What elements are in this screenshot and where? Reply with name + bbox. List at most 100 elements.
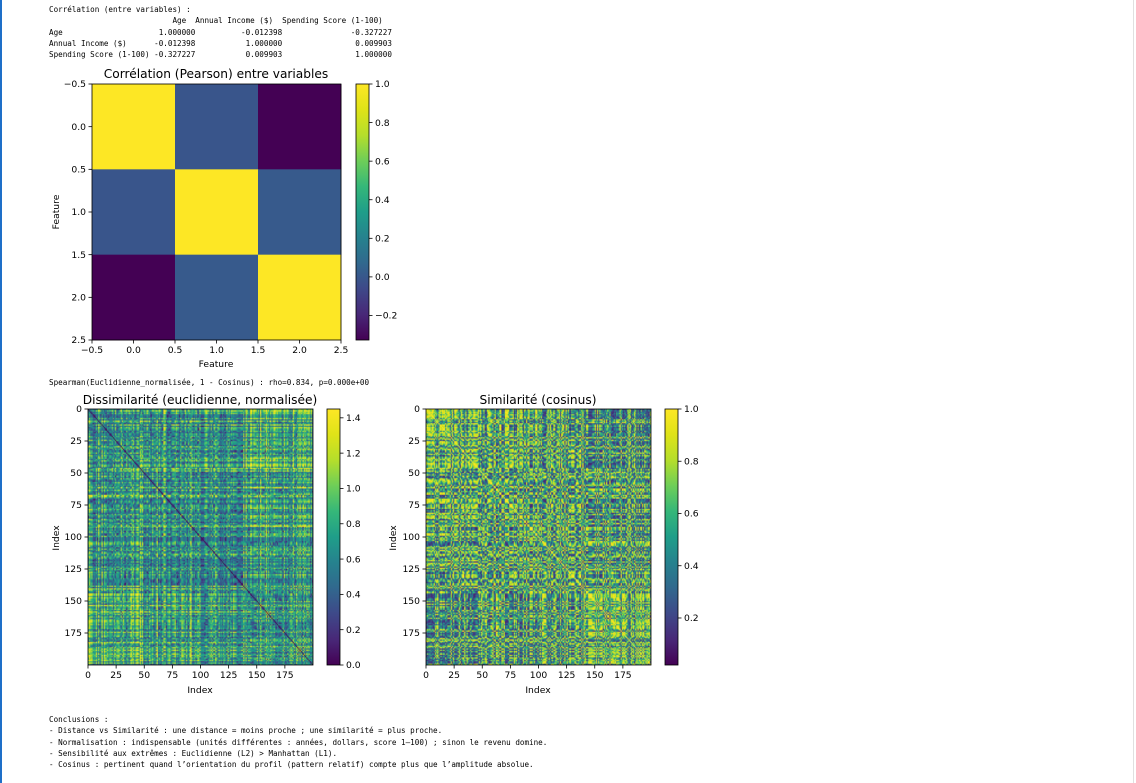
cell-focus-bar [0,0,2,783]
heatmap-cell [258,254,342,341]
x-tick-label: −0.5 [81,345,103,356]
heatmap-cell [92,84,176,170]
conclusions-output: Conclusions : - Distance vs Similarité :… [49,714,547,770]
y-tick-label: 0.5 [71,165,86,176]
y-tick-label: 150 [64,596,82,607]
x-tick-label: 125 [558,670,576,681]
conclusion-line: - Sensibilité aux extrêmes : Euclidienne… [49,748,338,758]
x-axis: 0 25 50 75 100 125 150 175 [85,665,294,681]
x-tick-label: 50 [138,670,150,681]
heatmap-cell [258,84,342,170]
colorbar-tick-label: −0.2 [375,311,397,322]
y-tick-label: 1.0 [71,207,86,218]
colorbar-tick-label: 0.4 [375,195,390,206]
y-tick-label: 100 [402,532,420,543]
y-axis-label: Index [388,525,399,551]
heatmap-cell [92,254,176,341]
x-tick-label: 0 [85,670,91,681]
colorbar-tick-label: 1.0 [375,79,390,90]
y-tick-label: 25 [70,436,82,447]
colorbar-tick-label: 0.8 [375,118,390,129]
y-tick-label: 75 [70,500,82,511]
correlation-output: Corrélation (entre variables) : Age Annu… [49,4,392,60]
corr-header: Age Annual Income ($) Spending Score (1-… [49,16,383,26]
y-axis: 0 25 50 75 100 125 150 175 [402,404,426,639]
colorbar-tick-label: 0.0 [375,272,390,283]
y-tick-label: 2.5 [71,335,86,346]
colorbar-tick-label: 0.8 [346,519,361,530]
chart-title: Dissimilarité (euclidienne, normalisée) [83,393,317,407]
y-tick-label: 150 [402,596,420,607]
heatmap-matrix [88,409,313,665]
x-tick-label: 150 [248,670,266,681]
x-tick-label: 75 [505,670,517,681]
colorbar-ticks: 1.0 0.8 0.6 0.4 0.2 0.0 −0.2 [369,79,397,322]
y-tick-label: 125 [402,564,420,575]
y-tick-label: 175 [64,628,82,639]
x-tick-label: 25 [448,670,460,681]
colorbar-tick-label: 1.4 [346,413,361,424]
corr-row-spending: Spending Score (1-100) -0.327227 0.00990… [49,50,392,60]
y-axis-label: Index [51,525,62,551]
x-axis-label: Index [525,685,551,696]
x-tick-label: 175 [614,670,632,681]
colorbar-tick-label: 0.8 [684,456,699,467]
conclusion-line: - Normalisation : indispensable (unités … [49,737,548,747]
colorbar-tick-label: 0.2 [346,625,361,636]
x-axis-label: Feature [199,359,234,370]
x-axis: −0.5 0.0 0.5 1.0 1.5 2.0 2.5 [81,340,349,356]
x-axis: 0 25 50 75 100 125 150 175 [423,665,632,681]
pearson-heatmap-chart: Corrélation (Pearson) entre variables −0… [51,67,397,370]
heatmap-cell [175,84,259,170]
y-axis-label: Feature [51,194,62,229]
spearman-output: Spearman(Euclidienne_normalisée, 1 - Cos… [49,378,370,387]
y-tick-label: 50 [408,468,420,479]
colorbar-tick-label: 0.6 [684,509,699,520]
heatmap-cell [92,169,176,256]
y-tick-label: 50 [70,468,82,479]
corr-row-age: Age 1.000000 -0.012398 -0.327227 [49,27,392,37]
y-tick-label: −0.5 [64,79,86,90]
x-tick-label: 2.5 [334,345,349,356]
colorbar-tick-label: 1.0 [346,484,361,495]
x-tick-label: 75 [167,670,179,681]
x-tick-label: 0.0 [126,345,141,356]
conclusions-title: Conclusions : [49,715,109,724]
chart-title: Corrélation (Pearson) entre variables [104,67,329,81]
colorbar-tick-label: 0.4 [346,590,361,601]
y-tick-label: 100 [64,532,82,543]
colorbar-tick-label: 1.2 [346,448,361,459]
colorbar-ticks: 1.0 0.8 0.6 0.4 0.2 [678,404,699,624]
y-tick-label: 25 [408,436,420,447]
x-tick-label: 125 [220,670,238,681]
colorbar-tick-label: 0.6 [346,554,361,565]
colorbar-tick-label: 0.2 [375,234,390,245]
colorbar [355,83,370,341]
colorbar [326,408,341,666]
y-axis: 0 25 50 75 100 125 150 175 [64,404,88,639]
y-tick-label: 125 [64,564,82,575]
x-tick-label: 25 [110,670,122,681]
x-tick-label: 50 [476,670,488,681]
heatmap-cell [175,254,259,341]
corr-title: Corrélation (entre variables) : [49,5,191,14]
x-tick-label: 175 [276,670,294,681]
conclusion-line: - Cosinus : pertinent quand l’orientatio… [49,760,534,770]
x-tick-label: 2.0 [292,345,307,356]
y-axis: −0.5 0.0 0.5 1.0 1.5 2.0 2.5 [64,79,92,346]
x-tick-label: 1.0 [209,345,224,356]
x-tick-label: 100 [192,670,210,681]
y-tick-label: 0.0 [71,122,86,133]
corr-row-income: Annual Income ($) -0.012398 1.000000 0.0… [49,38,392,48]
x-tick-label: 150 [586,670,604,681]
x-tick-label: 100 [530,670,548,681]
y-tick-label: 75 [408,500,420,511]
heatmap-cell [175,169,259,256]
x-tick-label: 0 [423,670,429,681]
conclusion-line: - Distance vs Similarité : une distance … [49,726,443,736]
colorbar-tick-label: 1.0 [684,404,699,415]
colorbar-tick-label: 0.6 [375,156,390,167]
euclidean-dissimilarity-chart: Dissimilarité (euclidienne, normalisée) … [51,393,361,696]
y-tick-label: 0 [414,404,420,415]
x-tick-label: 1.5 [251,345,266,356]
